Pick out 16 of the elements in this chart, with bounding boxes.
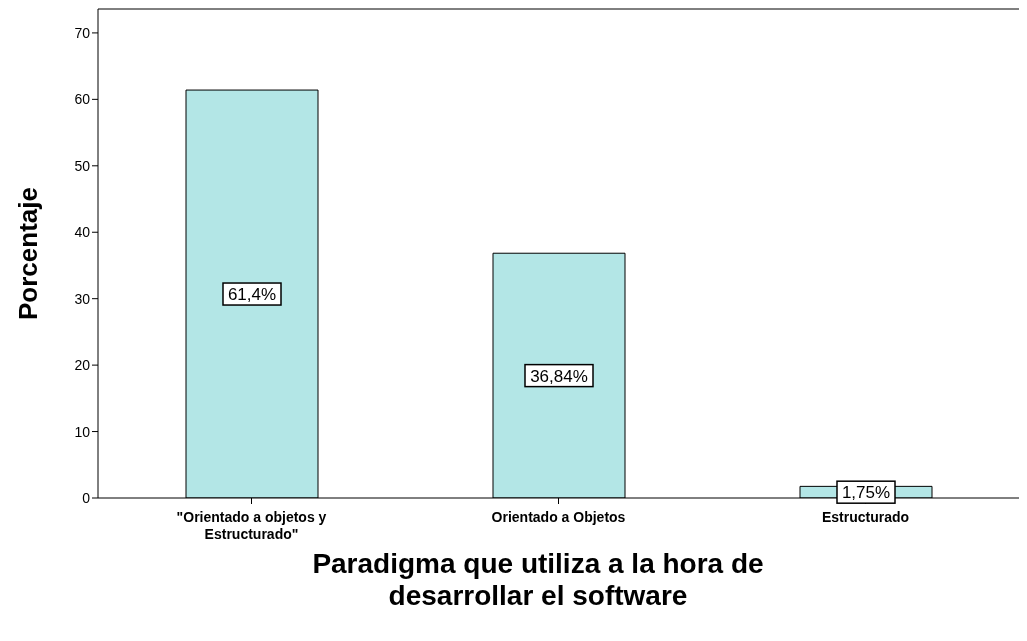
y-tick-label: 0 bbox=[82, 489, 91, 506]
x-tick-label: Estructurado bbox=[821, 509, 910, 525]
y-axis-title: Porcentaje bbox=[13, 187, 44, 320]
x-tick-label: Orientado a Objetos bbox=[491, 509, 626, 525]
x-tick-label: "Orientado a objetos y Estructurado" bbox=[176, 509, 327, 542]
data-label: 1,75% bbox=[841, 483, 891, 503]
y-tick-label: 50 bbox=[74, 157, 91, 174]
y-tick-label: 60 bbox=[74, 91, 91, 108]
y-tick-label: 10 bbox=[74, 423, 91, 440]
y-tick-label: 30 bbox=[74, 290, 91, 307]
y-tick-label: 70 bbox=[74, 24, 91, 41]
y-tick-label: 20 bbox=[74, 357, 91, 374]
x-axis-title: Paradigma que utiliza a la hora de desarrollar el software bbox=[311, 548, 765, 612]
data-label: 61,4% bbox=[227, 285, 277, 305]
data-label: 36,84% bbox=[530, 366, 588, 386]
y-tick-label: 40 bbox=[74, 224, 91, 241]
